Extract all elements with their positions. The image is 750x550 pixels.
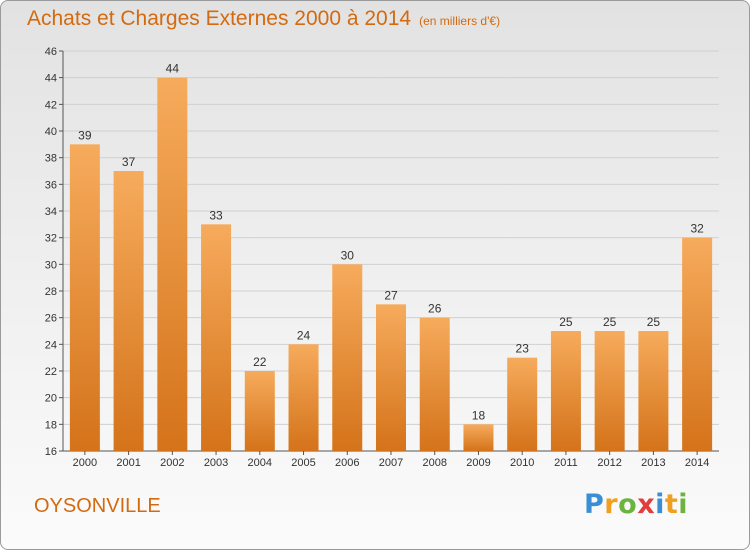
bar-2008 — [419, 317, 450, 451]
y-tick-label: 28 — [45, 286, 57, 298]
logo-letter: i — [678, 489, 689, 520]
logo-letter: t — [664, 489, 679, 520]
value-label-2008: 26 — [428, 302, 442, 316]
y-tick-label: 30 — [45, 259, 57, 271]
x-tick-label-2013: 2013 — [641, 457, 665, 469]
x-tick-label-2014: 2014 — [685, 457, 709, 469]
x-tick-label-2005: 2005 — [291, 457, 315, 469]
x-tick-label-2007: 2007 — [379, 457, 403, 469]
bars — [69, 77, 713, 452]
y-tick-label: 32 — [45, 233, 57, 245]
logo-letter: P — [584, 489, 605, 520]
y-tick-label: 26 — [45, 313, 57, 325]
x-tick-label-2004: 2004 — [248, 457, 272, 469]
x-tick-label-2010: 2010 — [510, 457, 534, 469]
x-tick-label-2012: 2012 — [597, 457, 621, 469]
bar-2000 — [69, 144, 100, 452]
proxiti-logo[interactable]: Proxiti — [584, 489, 688, 520]
logo-letter: r — [604, 489, 619, 520]
bar-2011 — [550, 331, 581, 451]
x-tick-label-2003: 2003 — [204, 457, 228, 469]
bar-2009 — [463, 424, 494, 451]
value-label-2011: 25 — [559, 315, 573, 329]
value-label-2007: 27 — [384, 288, 398, 302]
logo-letter: i — [655, 489, 665, 520]
y-tick-label: 40 — [45, 126, 57, 138]
value-label-2012: 25 — [603, 315, 617, 329]
bar-2013 — [638, 331, 669, 451]
value-label-2002: 44 — [166, 62, 180, 76]
y-tick-label: 16 — [45, 446, 57, 458]
value-label-2013: 25 — [647, 315, 661, 329]
bar-2014 — [682, 237, 713, 451]
y-tick-label: 38 — [45, 153, 57, 165]
y-tick-label: 44 — [45, 73, 57, 85]
x-tick-label-2011: 2011 — [554, 457, 578, 469]
bar-2001 — [113, 171, 144, 451]
bar-2003 — [201, 224, 232, 451]
chart-title-text: Achats et Charges Externes 2000 à 2014 — [27, 7, 412, 30]
y-tick-label: 24 — [45, 339, 57, 351]
bar-2010 — [507, 357, 538, 451]
y-tick-label: 42 — [45, 99, 57, 111]
x-tick-label-2009: 2009 — [466, 457, 490, 469]
y-tick-label: 34 — [45, 206, 57, 218]
value-label-2005: 24 — [297, 328, 311, 342]
y-tick-label: 20 — [45, 393, 57, 405]
value-label-2000: 39 — [78, 128, 92, 142]
x-tick-label-2002: 2002 — [160, 457, 184, 469]
value-label-2004: 22 — [253, 355, 267, 369]
bar-2007 — [376, 304, 406, 451]
value-label-2014: 32 — [690, 222, 704, 236]
value-label-2006: 30 — [341, 248, 355, 262]
value-label-2009: 18 — [472, 408, 486, 422]
bar-2005 — [288, 344, 319, 451]
value-label-2003: 33 — [209, 208, 223, 222]
y-tick-label: 22 — [45, 366, 57, 378]
bar-2004 — [244, 371, 275, 451]
x-tick-label-2008: 2008 — [422, 457, 446, 469]
y-tick-label: 36 — [45, 179, 57, 191]
x-tick-label-2006: 2006 — [335, 457, 359, 469]
bar-2006 — [332, 264, 363, 451]
logo-letter: x — [637, 489, 656, 520]
bar-2002 — [157, 77, 188, 452]
value-label-2010: 23 — [516, 342, 530, 356]
city-name: OYSONVILLE — [34, 495, 161, 517]
logo-letter: o — [618, 489, 638, 520]
y-tick-label: 46 — [45, 46, 57, 58]
x-tick-label-2001: 2001 — [116, 457, 140, 469]
x-tick-label-2000: 2000 — [73, 457, 97, 469]
chart-title: Achats et Charges Externes 2000 à 2014 (e… — [27, 7, 500, 31]
labels: 39 37 44 33 22 24 30 27 26 18 23 25 25 25 32 — [78, 62, 704, 423]
value-label-2001: 37 — [122, 155, 136, 169]
bar-2012 — [594, 331, 625, 451]
chart-subtitle: (en milliers d'€) — [419, 14, 501, 28]
y-tick-label: 18 — [45, 419, 57, 431]
